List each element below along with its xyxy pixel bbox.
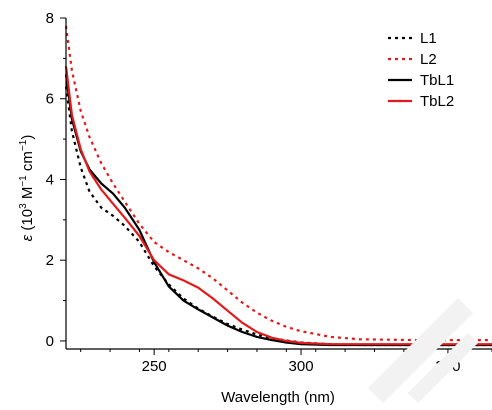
- series-line-tbl2: [64, 66, 492, 346]
- legend-label-l1: L1: [420, 30, 437, 47]
- y-axis-label: ε (103 M−1 cm−1): [18, 135, 36, 242]
- watermark-decoration: [368, 298, 478, 403]
- y-tick-label: 0: [46, 333, 54, 350]
- series-line-l1: [64, 86, 492, 347]
- legend: L1 L2 TbL1 TbL2: [388, 30, 454, 110]
- y-tick-label: 6: [46, 91, 54, 108]
- x-tick-label: 250: [142, 358, 167, 375]
- x-axis-label: Wavelength (nm): [221, 389, 335, 406]
- y-tick-label: 2: [46, 252, 54, 269]
- x-tick-label: 300: [289, 358, 314, 375]
- legend-label-tbl1: TbL1: [420, 72, 454, 89]
- plot-area: [64, 25, 492, 347]
- legend-label-l2: L2: [420, 51, 437, 68]
- y-tick-label: 4: [46, 171, 54, 188]
- y-tick-label: 8: [46, 10, 54, 27]
- series-line-tbl1: [64, 74, 492, 347]
- legend-label-tbl2: TbL2: [420, 93, 454, 110]
- series-line-l2: [64, 25, 492, 342]
